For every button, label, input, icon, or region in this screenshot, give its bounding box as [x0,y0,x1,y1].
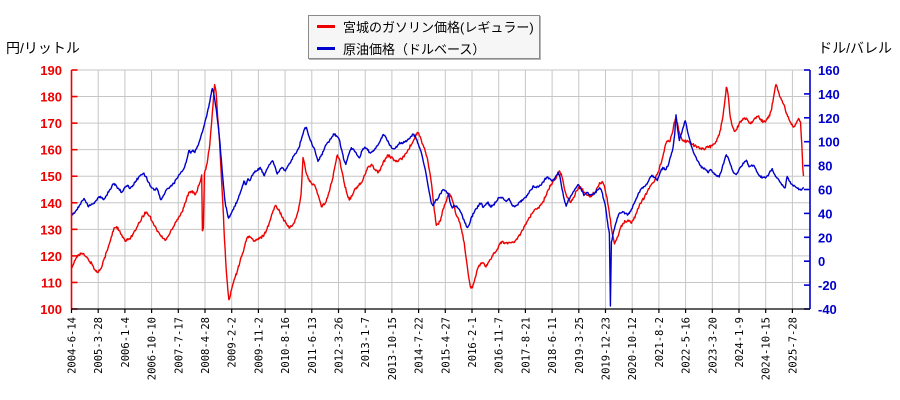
x-axis-tick-label: 2006-10-10 [147,317,159,380]
right-axis-tick-label: 40 [818,206,832,221]
right-axis-tick-label: 0 [818,254,825,269]
legend: 宮城のガソリン価格(レギュラー) 原油価格（ドルベース） [308,15,540,59]
x-axis-tick-label: 2020-10-12 [627,317,639,380]
x-axis-tick-label: 2016-2-1 [467,317,479,368]
x-axis-tick-label: 2013-10-15 [387,317,399,380]
x-axis-tick-label: 2014-7-22 [414,317,426,374]
gasoline-line-swatch [317,24,335,28]
gridlines [71,69,810,309]
x-axis-tick-label: 2018-6-11 [547,317,559,374]
x-axis-tick-label: 2009-2-2 [227,317,239,368]
x-axis-tick-label: 2005-3-28 [93,317,105,374]
left-axis-tick-label: 130 [40,222,62,237]
x-axis-tick-label: 2017-8-21 [520,317,532,374]
legend-label-gasoline: 宮城のガソリン価格(レギュラー) [343,19,534,35]
legend-item-gasoline: 宮城のガソリン価格(レギュラー) [317,17,534,36]
left-axis-tick-label: 190 [40,63,62,78]
x-axis-tick-label: 2006-1-4 [120,317,132,368]
legend-item-oil: 原油価格（ドルベース） [317,39,531,58]
right-axis-tick-label: 160 [818,63,840,78]
right-axis-tick-label: 140 [818,87,840,102]
left-axis-tick-label: 160 [40,143,62,158]
left-axis-unit-label: 円/リットル [6,40,80,56]
x-axis-tick-label: 2022-5-16 [681,317,693,374]
right-axis-tick-label: 60 [818,183,832,198]
x-axis-tick-label: 2019-12-23 [601,317,613,380]
oil-line [70,87,805,307]
x-axis-tick-label: 2019-3-25 [574,317,586,374]
right-axis-tick-label: -20 [818,278,837,293]
x-axis-tick-label: 2024-10-15 [761,317,773,380]
x-axis-tick-label: 2016-11-7 [494,317,506,374]
left-axis-tick-label: 120 [40,249,62,264]
oil-line-swatch [317,46,335,50]
left-axis-tick-label: 100 [40,302,62,317]
right-axis-unit-label: ドル/バレル [818,40,892,56]
left-axis-tick-label: 150 [40,169,62,184]
right-axis-tick-label: 120 [818,111,840,126]
x-axis-tick-label: 2013-1-7 [360,317,372,368]
x-axis-tick-label: 2015-4-27 [440,317,452,374]
x-axis-tick-label: 2004-6-14 [67,317,79,374]
left-axis-tick-label: 110 [41,275,62,290]
legend-label-oil: 原油価格（ドルベース） [343,41,486,57]
right-axis: -40 -20 0 20 40 60 80 100 120 140 160 [804,63,840,317]
left-axis-tick-label: 140 [40,196,62,211]
x-axis: 2004-6-14 2005-3-28 2006-1-4 2006-10-10 2007… [67,308,810,380]
x-axis-tick-label: 2010-8-16 [280,317,292,374]
x-axis-tick-label: 2021-8-2 [654,317,666,368]
x-axis-tick-label: 2007-7-17 [173,317,185,374]
x-axis-tick-label: 2009-11-2 [253,317,265,374]
x-axis-tick-label: 2012-3-26 [334,317,346,374]
right-axis-tick-label: 100 [818,135,840,150]
x-axis-tick-label: 2011-6-13 [307,317,319,374]
left-axis-tick-label: 170 [40,116,62,131]
right-axis-tick-label: 20 [818,230,832,245]
x-axis-tick-label: 2023-3-20 [707,317,719,374]
gasoline-line [71,83,805,301]
right-axis-tick-label: -40 [818,302,837,317]
right-axis-tick-label: 80 [818,159,832,174]
left-axis: 100 110 120 130 140 150 160 170 180 190 [40,63,78,317]
x-axis-tick-label: 2024-1-9 [734,317,746,368]
x-axis-tick-label: 2008-4-28 [200,317,212,374]
left-axis-tick-label: 180 [40,90,62,105]
x-axis-tick-label: 2025-7-28 [787,317,799,374]
